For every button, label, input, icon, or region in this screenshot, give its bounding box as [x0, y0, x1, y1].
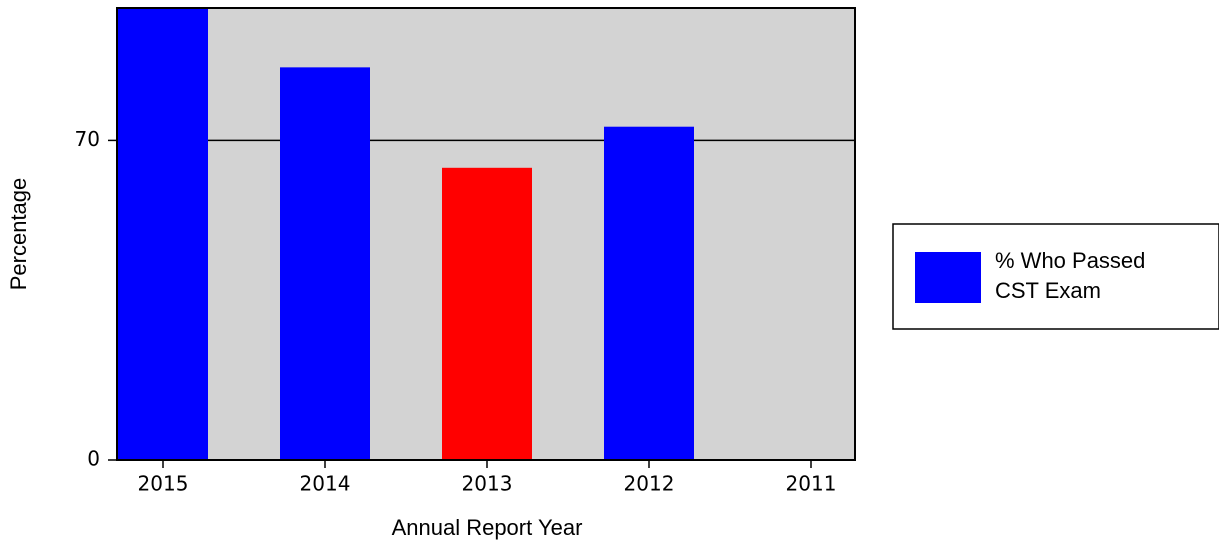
bar — [118, 8, 208, 460]
legend-label-box: % Who Passed CST Exam — [995, 248, 1146, 303]
bar — [442, 167, 532, 460]
legend-label: % Who Passed CST Exam — [995, 248, 1146, 303]
x-axis-title: Annual Report Year — [392, 515, 583, 540]
y-axis-title: Percentage — [6, 178, 31, 291]
legend-swatch — [915, 252, 981, 303]
x-tick-label: 2015 — [138, 472, 189, 496]
y-tick-label: 70 — [75, 127, 100, 151]
y-tick-label: 0 — [87, 447, 100, 471]
x-tick-label: 2014 — [300, 472, 351, 496]
x-tick-label: 2012 — [624, 472, 675, 496]
plot-frame — [116, 7, 856, 461]
x-tick-label: 2013 — [462, 472, 513, 496]
x-tick-label: 2011 — [786, 472, 837, 496]
bar — [280, 67, 370, 460]
bar — [604, 126, 694, 461]
